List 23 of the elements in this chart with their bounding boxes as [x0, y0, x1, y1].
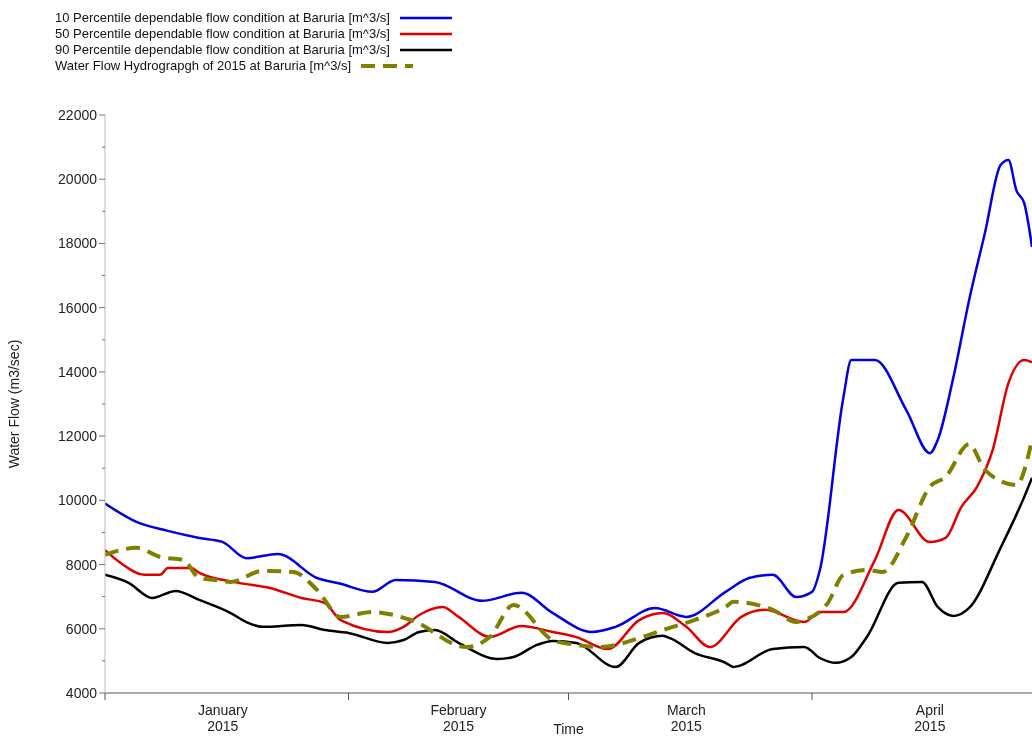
- legend-label: 10 Percentile dependable flow condition at Baruria [m^3/s]: [55, 10, 390, 26]
- x-axis-title: Time: [553, 721, 585, 737]
- y-axis-title: Water Flow (m3/sec): [5, 339, 22, 469]
- x-tick-label: February 2015: [430, 702, 487, 734]
- y-tick-label: 20000: [58, 171, 98, 188]
- legend-label: 50 Percentile dependable flow condition at Baruria [m^3/s]: [55, 26, 390, 42]
- x-tick-label: March 2015: [666, 702, 706, 734]
- line-series: [105, 476, 1032, 669]
- legend-label: 90 Percentile dependable flow condition at Baruria [m^3/s]: [55, 42, 390, 58]
- y-tick-label: 4000: [65, 685, 98, 701]
- y-tick-label: 6000: [65, 620, 98, 637]
- y-tick-label: 14000: [58, 363, 98, 380]
- y-tick-label: 10000: [58, 492, 98, 509]
- y-tick-label: 22000: [58, 107, 98, 123]
- x-tick-label: January 2015: [197, 702, 248, 734]
- x-tick-label: April 2015: [914, 702, 946, 734]
- y-tick-label: 8000: [65, 556, 98, 573]
- y-tick-label: 12000: [58, 428, 98, 445]
- legend-label: Water Flow Hydrograpgh of 2015 at Baruria [m^3/s]: [55, 58, 352, 74]
- y-tick-label: 18000: [58, 235, 98, 252]
- y-tick-label: 16000: [58, 299, 98, 316]
- line-series: [105, 158, 1032, 634]
- line-series: [105, 358, 1032, 651]
